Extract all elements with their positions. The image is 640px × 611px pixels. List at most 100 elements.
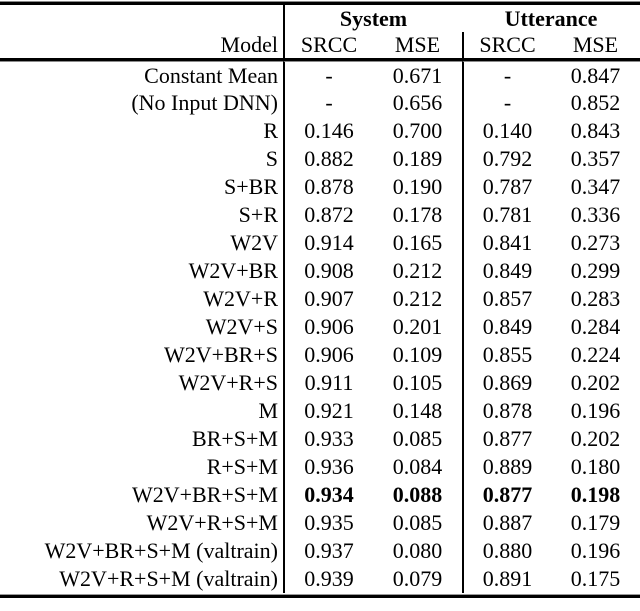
bottom-rule	[0, 594, 640, 598]
utterance-mse-cell: 0.357	[570, 146, 621, 171]
system-mse-cell: 0.085	[392, 510, 443, 535]
system-mse-cell: 0.201	[392, 314, 443, 339]
system-srcc-cell: 0.933	[283, 425, 373, 453]
system-mse-cell: 0.085	[392, 426, 443, 451]
utterance-srcc-cell: 0.792	[462, 145, 551, 173]
table-row: S 0.882 0.189 0.792 0.357	[0, 145, 640, 173]
table-row: W2V+R+S+M 0.935 0.085 0.887 0.179	[0, 509, 640, 537]
utterance-srcc-cell: 0.880	[462, 537, 551, 565]
utterance-srcc-cell: 0.878	[462, 397, 551, 425]
system-mse-cell: 0.079	[392, 566, 443, 591]
system-mse-cell: 0.088	[392, 482, 443, 507]
utterance-mse-cell: 0.202	[570, 426, 621, 451]
utterance-srcc-cell: 0.140	[462, 117, 551, 145]
utterance-mse-cell: 0.843	[570, 118, 621, 143]
system-srcc-cell: -	[283, 61, 373, 89]
system-mse-cell: 0.084	[392, 454, 443, 479]
utterance-srcc-cell: 0.849	[462, 257, 551, 285]
utterance-mse-cell: 0.273	[570, 230, 621, 255]
header-model: Model	[0, 32, 283, 61]
model-cell: W2V+S	[205, 314, 278, 339]
utterance-srcc-cell: 0.869	[462, 369, 551, 397]
utterance-srcc-cell: -	[462, 61, 551, 89]
model-cell: S+BR	[224, 174, 278, 199]
table-row: S+BR 0.878 0.190 0.787 0.347	[0, 173, 640, 201]
utterance-mse-cell: 0.299	[570, 258, 621, 283]
model-cell: W2V+R+S+M	[146, 510, 278, 535]
utterance-mse-cell: 0.347	[570, 174, 621, 199]
model-cell: R+S+M	[206, 454, 278, 479]
utterance-mse-cell: 0.852	[570, 90, 621, 115]
model-cell: W2V+BR	[188, 258, 278, 283]
system-mse-cell: 0.178	[392, 202, 443, 227]
system-mse-cell: 0.148	[392, 398, 443, 423]
table-body: Constant Mean -0.671-0.847 (No Input DNN) -…	[0, 61, 640, 593]
table-row: M 0.921 0.148 0.878 0.196	[0, 397, 640, 425]
utterance-mse-cell: 0.175	[570, 566, 621, 591]
column-header-row: Model SRCC MSE SRCC MSE	[0, 32, 640, 61]
utterance-mse-cell: 0.224	[570, 342, 621, 367]
model-cell: W2V+R	[203, 286, 278, 311]
table-row: W2V+BR+S 0.906 0.109 0.855 0.224	[0, 341, 640, 369]
system-srcc-cell: 0.936	[283, 453, 373, 481]
table-row: BR+S+M 0.933 0.085 0.877 0.202	[0, 425, 640, 453]
system-mse-cell: 0.212	[392, 286, 443, 311]
header-corner-empty	[0, 5, 283, 32]
utterance-mse-cell: 0.202	[570, 370, 621, 395]
utterance-srcc-cell: 0.891	[462, 565, 551, 593]
system-srcc-cell: 0.939	[283, 565, 373, 593]
table-row: W2V 0.914 0.165 0.841 0.273	[0, 229, 640, 257]
utterance-srcc-cell: 0.857	[462, 285, 551, 313]
header-system-mse: MSE	[373, 32, 462, 61]
model-cell: R	[263, 118, 278, 143]
system-srcc-cell: 0.872	[283, 201, 373, 229]
header-utterance-srcc: SRCC	[462, 32, 551, 61]
model-cell: M	[258, 398, 278, 423]
utterance-mse-cell: 0.284	[570, 314, 621, 339]
utterance-srcc-cell: 0.877	[462, 425, 551, 453]
utterance-mse-cell: 0.283	[570, 286, 621, 311]
system-srcc-cell: 0.906	[283, 341, 373, 369]
model-cell: W2V	[230, 230, 278, 255]
system-mse-cell: 0.109	[392, 342, 443, 367]
system-mse-cell: 0.212	[392, 258, 443, 283]
utterance-srcc-cell: 0.889	[462, 453, 551, 481]
table-row: W2V+R+S+M (valtrain) 0.939 0.079 0.891 0.175	[0, 565, 640, 593]
utterance-srcc-cell: 0.877	[462, 481, 551, 509]
header-group-system: System	[283, 5, 462, 32]
table-row: W2V+S 0.906 0.201 0.849 0.284	[0, 313, 640, 341]
header-group-utterance: Utterance	[504, 5, 598, 31]
table-row: S+R 0.872 0.178 0.781 0.336	[0, 201, 640, 229]
table-row: R+S+M 0.936 0.084 0.889 0.180	[0, 453, 640, 481]
utterance-mse-cell: 0.196	[570, 398, 621, 423]
table-row: W2V+BR+S+M 0.934 0.088 0.877 0.198	[0, 481, 640, 509]
system-srcc-cell: -	[283, 89, 373, 117]
table-row: (No Input DNN) -0.656-0.852	[0, 89, 640, 117]
table-row: Constant Mean -0.671-0.847	[0, 61, 640, 89]
system-srcc-cell: 0.937	[283, 537, 373, 565]
system-mse-cell: 0.700	[392, 118, 443, 143]
utterance-mse-cell: 0.336	[570, 202, 621, 227]
system-srcc-cell: 0.935	[283, 509, 373, 537]
system-mse-cell: 0.189	[392, 146, 443, 171]
system-mse-cell: 0.165	[392, 230, 443, 255]
group-header-row: System Utterance	[0, 5, 640, 32]
utterance-srcc-cell: 0.781	[462, 201, 551, 229]
header-system-srcc: SRCC	[283, 32, 373, 61]
model-cell: Constant Mean	[0, 61, 283, 89]
model-cell: W2V+R+S	[178, 370, 278, 395]
table-row: R 0.146 0.700 0.140 0.843	[0, 117, 640, 145]
system-srcc-cell: 0.911	[283, 369, 373, 397]
utterance-mse-cell: 0.180	[570, 454, 621, 479]
utterance-mse-cell: 0.196	[570, 538, 621, 563]
system-mse-cell: 0.671	[373, 61, 462, 89]
utterance-srcc-cell: 0.787	[462, 173, 551, 201]
system-mse-cell: 0.080	[392, 538, 443, 563]
system-mse-cell: 0.105	[392, 370, 443, 395]
system-srcc-cell: 0.908	[283, 257, 373, 285]
table-row: W2V+R+S 0.911 0.105 0.869 0.202	[0, 369, 640, 397]
utterance-srcc-cell: -	[462, 89, 551, 117]
system-srcc-cell: 0.921	[283, 397, 373, 425]
system-srcc-cell: 0.914	[283, 229, 373, 257]
